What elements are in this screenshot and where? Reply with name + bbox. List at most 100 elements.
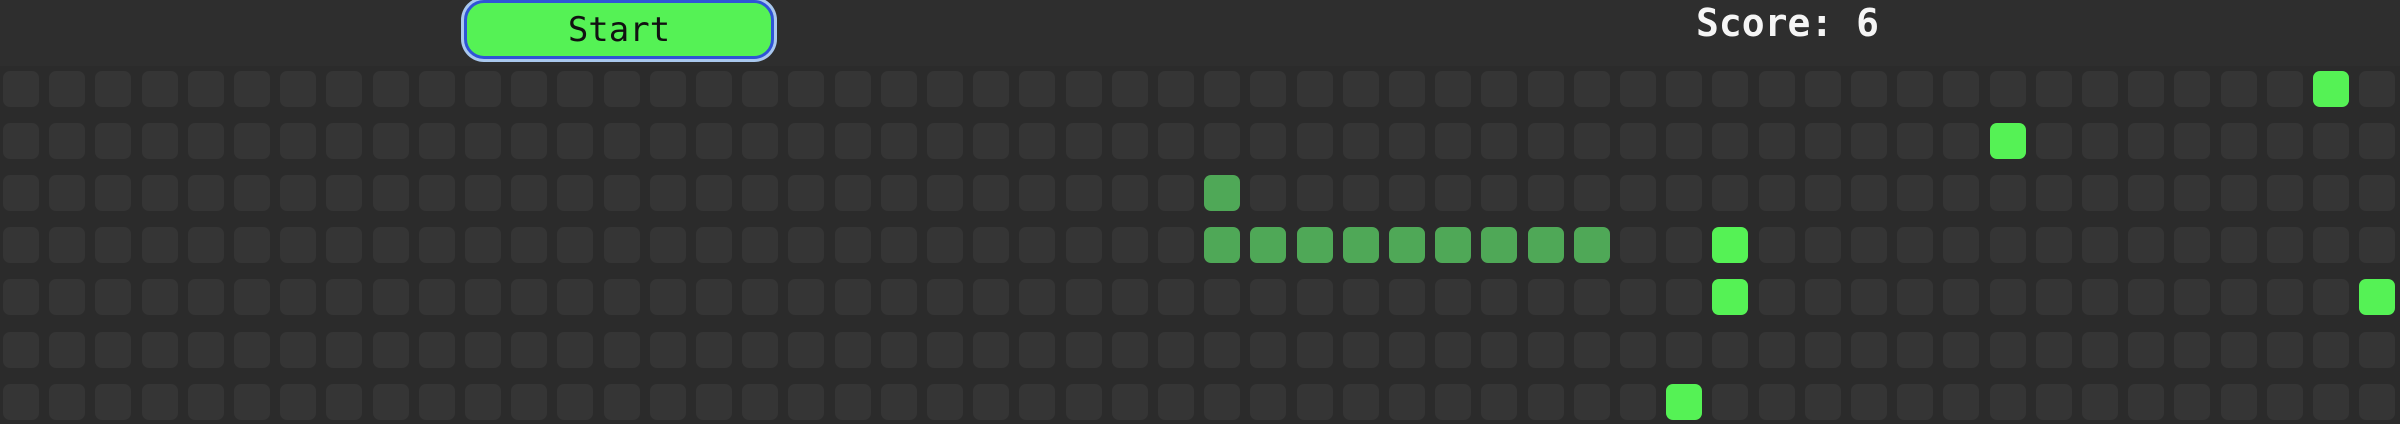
grid-cell [603,123,640,160]
grid-cell [1065,279,1102,316]
grid-cell [1573,71,1610,107]
grid-cell [3,175,39,212]
grid-cell [1111,227,1148,264]
grid-cell [95,175,132,212]
grid-cell [557,383,594,420]
grid-cell [2220,227,2257,264]
grid-cell [927,331,963,368]
grid-cell [742,383,779,420]
grid-cell [2313,279,2349,316]
grid-cell [234,383,270,420]
grid-cell [372,279,409,316]
grid-cell [973,123,1010,160]
grid-cell [1620,71,1656,107]
grid-cell [1019,279,1056,316]
grid-cell [2359,123,2396,160]
grid-cell [3,331,39,368]
grid-cell [2035,71,2072,107]
food-pellet [1712,227,1749,264]
grid-cell [880,279,917,316]
grid-cell [1481,123,1518,160]
grid-cell [2174,331,2211,368]
grid-cell [557,279,594,316]
grid-cell [742,175,779,212]
grid-cell [973,383,1010,420]
grid-cell [1111,123,1148,160]
grid-cell [1666,227,1703,264]
grid-cell [511,383,548,420]
game-board[interactable] [0,66,2400,424]
grid-cell [2313,123,2349,160]
grid-cell [1019,175,1056,212]
grid-cell [49,123,86,160]
grid-cell [418,71,455,107]
grid-cell [973,175,1010,212]
grid-cell [603,331,640,368]
grid-cell [1158,279,1194,316]
grid-cell [927,175,963,212]
grid-cell [234,175,270,212]
grid-cell [834,331,871,368]
grid-cell [2174,227,2211,264]
grid-cell [465,331,501,368]
grid-cell [2266,383,2303,420]
grid-cell [2174,279,2211,316]
grid-cell [1712,331,1749,368]
grid-cell [187,123,224,160]
grid-cell [1065,383,1102,420]
grid-cell [2313,175,2349,212]
grid-cell [1804,71,1841,107]
grid-cell [280,123,317,160]
grid-cell [511,331,548,368]
grid-cell [1943,227,1980,264]
grid-cell [187,331,224,368]
grid-cell [1851,71,1887,107]
grid-cell [1897,279,1934,316]
grid-cell [2313,383,2349,420]
grid-cell [1758,383,1795,420]
grid-cell [649,383,686,420]
grid-cell [372,123,409,160]
grid-cell [141,175,178,212]
grid-cell [1758,227,1795,264]
grid-cell [788,279,825,316]
grid-cell [141,279,178,316]
grid-cell [1250,71,1287,107]
grid-cell [742,123,779,160]
grid-cell [187,227,224,264]
grid-cell [1712,175,1749,212]
grid-cell [1712,123,1749,160]
grid-cell [418,175,455,212]
grid-cell [1389,383,1425,420]
grid-cell [280,331,317,368]
grid-cell [49,227,86,264]
grid-cell [465,383,501,420]
grid-cell [2082,331,2118,368]
grid-cell [1943,123,1980,160]
grid-cell [280,279,317,316]
grid-cell [465,71,501,107]
grid-cell [1158,71,1194,107]
grid-cell [95,279,132,316]
grid-cell [1019,71,1056,107]
grid-cell [3,279,39,316]
grid-cell [1712,71,1749,107]
grid-cell [1065,71,1102,107]
grid-cell [372,383,409,420]
grid-cell [234,71,270,107]
grid-cell [1943,331,1980,368]
grid-cell [1851,123,1887,160]
start-button[interactable]: Start [464,0,774,59]
grid-cell [372,175,409,212]
grid-cell [973,227,1010,264]
grid-cell [2082,71,2118,107]
grid-cell [326,175,363,212]
grid-cell [1019,383,1056,420]
snake-segment [1296,227,1333,264]
grid-cell [1435,331,1472,368]
grid-cell [696,227,732,264]
grid-cell [880,71,917,107]
grid-cell [280,383,317,420]
grid-cell [1342,331,1379,368]
